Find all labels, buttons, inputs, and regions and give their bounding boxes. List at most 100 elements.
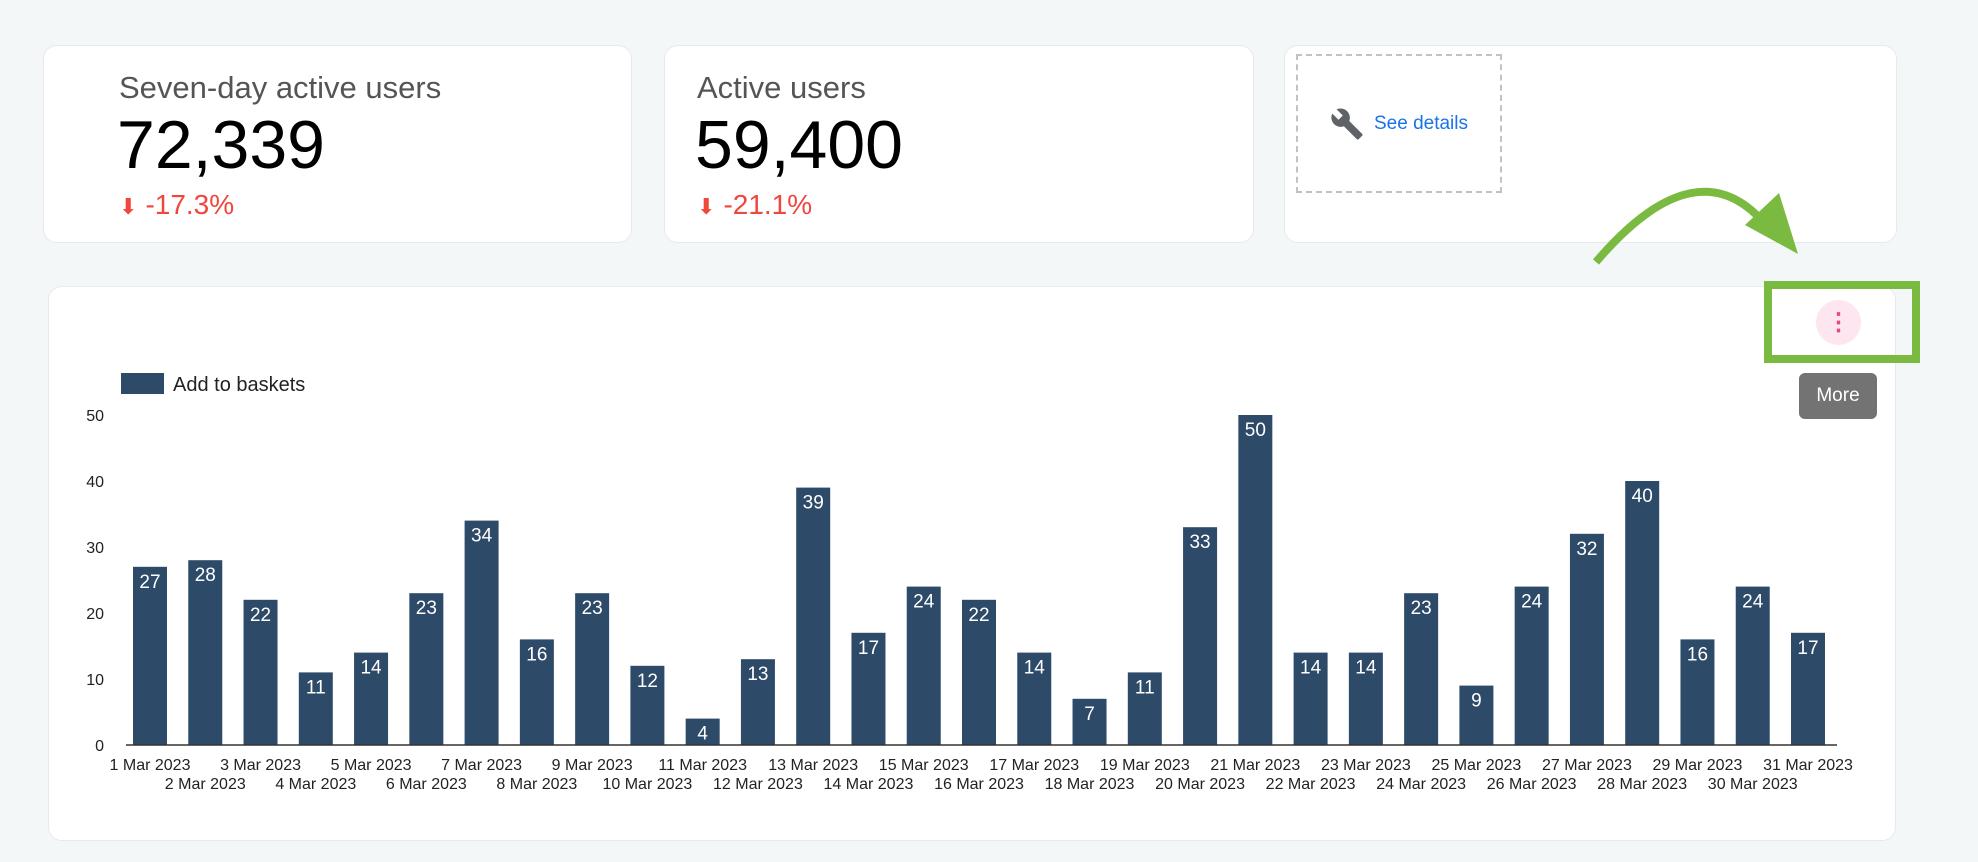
data-label: 14 [1355,658,1377,679]
x-tick-label: 16 Mar 2023 [934,776,1024,793]
data-label: 17 [1797,638,1818,659]
data-label: 40 [1632,486,1653,507]
data-label: 16 [1687,644,1708,665]
x-tick-label: 27 Mar 2023 [1542,757,1632,774]
data-label: 34 [471,526,493,547]
legend-label: Add to baskets [173,374,305,396]
bar [298,672,333,745]
x-tick-label: 13 Mar 2023 [768,757,858,774]
data-label: 39 [803,493,824,514]
x-tick-label: 8 Mar 2023 [496,776,577,793]
y-tick-label: 40 [86,474,104,491]
x-tick-label: 19 Mar 2023 [1100,757,1190,774]
x-tick-label: 1 Mar 2023 [110,757,191,774]
y-tick-label: 30 [86,540,104,557]
bar [464,520,499,745]
see-details-placeholder[interactable]: See details [1296,54,1502,193]
data-label: 17 [858,638,879,659]
arrow-down-icon: ⬇ [697,194,716,219]
wrench-icon [1331,108,1363,140]
legend-swatch [121,373,164,394]
data-label: 14 [1024,658,1046,679]
kpi-delta-value: -21.1% [723,189,813,220]
data-label: 13 [747,664,768,685]
x-tick-label: 9 Mar 2023 [552,757,633,774]
data-label: 50 [1245,420,1266,441]
bar [630,665,665,745]
data-label: 23 [1411,598,1432,619]
bar [1404,593,1439,745]
bar [962,599,996,745]
highlight-box [1764,281,1920,363]
x-tick-label: 3 Mar 2023 [220,757,301,774]
kpi-card-active-users: Active users 59,400 ⬇ -21.1% [664,45,1254,243]
kpi-delta: ⬇ -21.1% [697,189,812,221]
bar [1569,533,1604,745]
data-label: 32 [1576,539,1597,560]
bar [1183,527,1218,745]
x-tick-label: 21 Mar 2023 [1210,757,1300,774]
x-tick-label: 14 Mar 2023 [824,776,914,793]
data-label: 24 [913,592,935,613]
x-tick-label: 29 Mar 2023 [1653,757,1743,774]
x-tick-label: 11 Mar 2023 [658,757,747,774]
bar [1459,685,1494,745]
x-tick-label: 4 Mar 2023 [275,776,356,793]
data-label: 14 [1300,658,1322,679]
data-label: 23 [582,598,603,619]
kpi-value: 59,400 [695,107,903,183]
x-tick-label: 10 Mar 2023 [602,776,692,793]
kpi-title: Active users [697,70,866,105]
x-tick-label: 12 Mar 2023 [713,776,803,793]
see-details-link[interactable]: See details [1373,112,1468,134]
x-tick-label: 23 Mar 2023 [1321,757,1411,774]
kpi-delta-value: -17.3% [145,189,235,220]
bar [1791,632,1825,745]
more-tooltip: More [1799,373,1877,419]
data-label: 28 [195,565,216,586]
y-tick-label: 0 [95,738,104,755]
bar [1238,415,1273,745]
kpi-delta: ⬇ -17.3% [119,189,234,221]
data-label: 24 [1521,592,1543,613]
bar [188,560,223,745]
bar [685,718,720,745]
bar [1735,586,1770,745]
kpi-card-seven-day-active-users: Seven-day active users 72,339 ⬇ -17.3% [43,45,632,243]
bar [1127,672,1162,745]
data-label: 11 [1135,677,1155,698]
bar [409,593,444,745]
y-tick-label: 50 [86,408,104,425]
bar [575,593,610,745]
x-tick-label: 7 Mar 2023 [441,757,522,774]
bar [243,599,278,745]
x-tick-label: 15 Mar 2023 [879,757,969,774]
data-label: 7 [1084,704,1095,725]
x-tick-label: 26 Mar 2023 [1487,776,1577,793]
details-card [1284,45,1897,243]
data-label: 24 [1742,592,1764,613]
x-tick-label: 31 Mar 2023 [1763,757,1853,774]
bar [740,659,775,745]
x-tick-label: 6 Mar 2023 [386,776,467,793]
bar [1293,652,1328,745]
x-tick-label: 18 Mar 2023 [1045,776,1135,793]
more-options-button[interactable]: ⋮ [1816,300,1861,345]
x-tick-label: 22 Mar 2023 [1266,776,1356,793]
bar [1625,481,1660,745]
bar [133,566,167,745]
x-tick-label: 5 Mar 2023 [331,757,412,774]
bar [851,632,886,745]
x-tick-label: 25 Mar 2023 [1431,757,1521,774]
data-label: 14 [360,658,382,679]
data-label: 23 [416,598,437,619]
data-label: 11 [306,677,326,698]
x-tick-label: 2 Mar 2023 [165,776,246,793]
bar [906,586,941,745]
kpi-title: Seven-day active users [119,70,442,105]
more-vert-icon: ⋮ [1826,308,1851,336]
bar [1680,639,1715,745]
bar [1072,698,1107,745]
bar [1514,586,1549,745]
